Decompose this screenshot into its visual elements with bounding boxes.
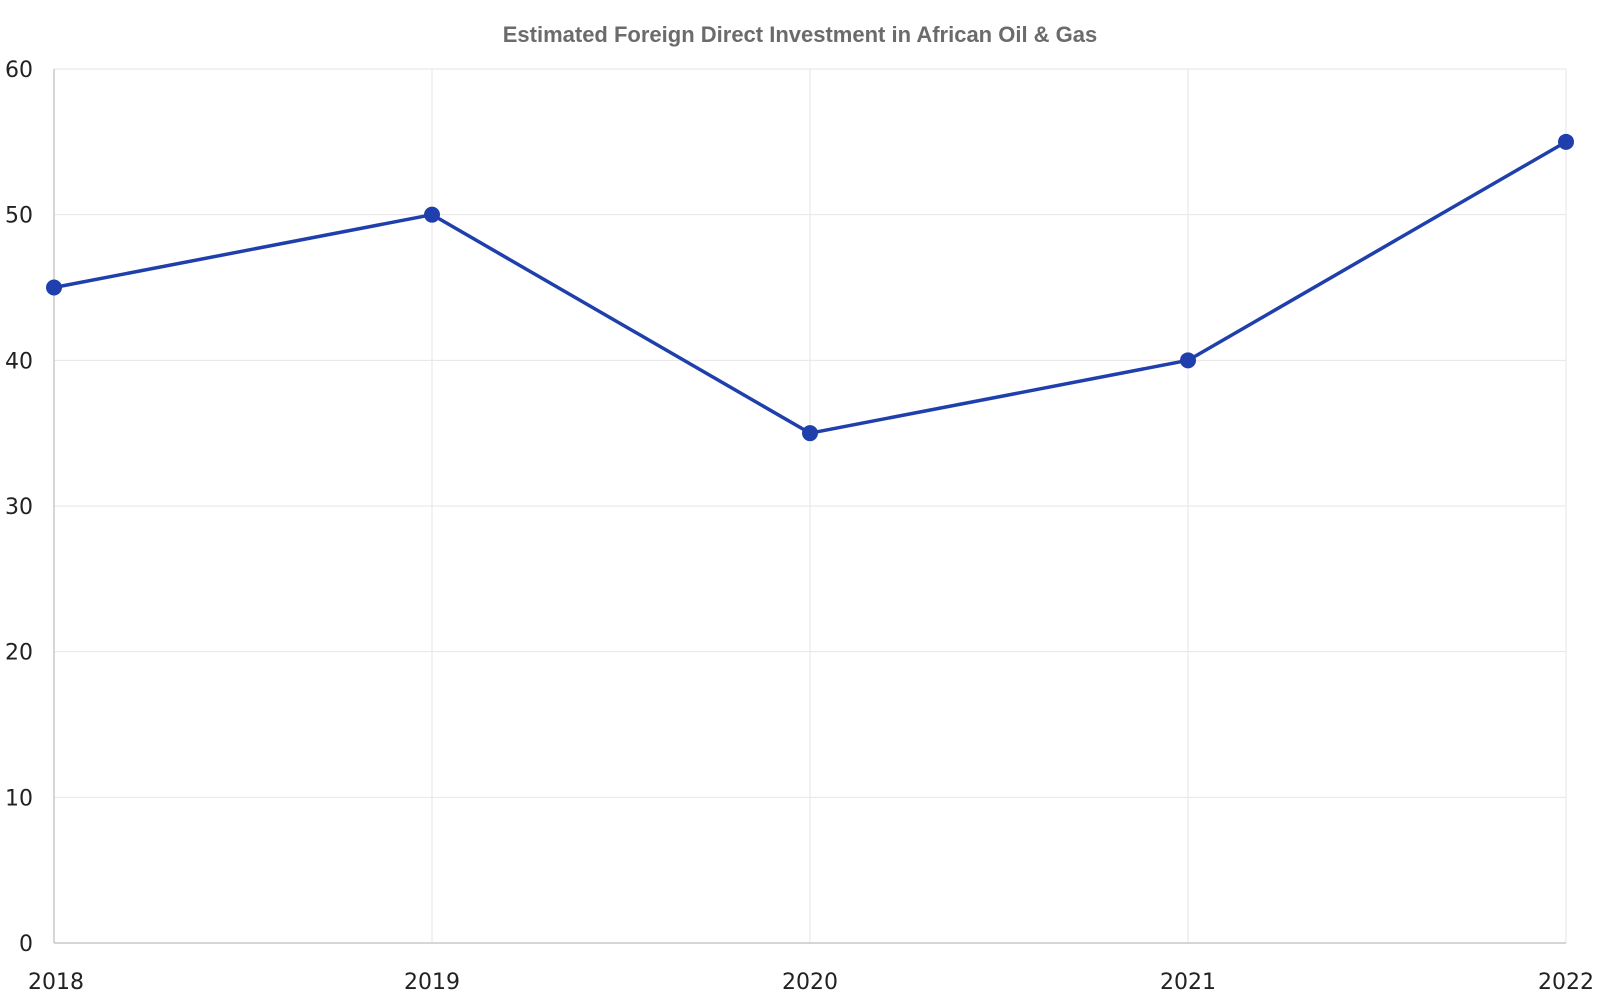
x-tick-label: 2018 bbox=[28, 970, 84, 995]
axes bbox=[53, 69, 1566, 944]
x-tick-label: 2019 bbox=[404, 970, 460, 995]
data-point bbox=[424, 206, 440, 223]
data-point bbox=[1558, 133, 1574, 150]
y-tick-label: 20 bbox=[5, 641, 33, 666]
x-tick-label: 2022 bbox=[1538, 970, 1594, 995]
x-tick-label: 2020 bbox=[782, 970, 838, 995]
y-tick-label: 10 bbox=[5, 786, 33, 811]
x-tick-label: 2021 bbox=[1160, 970, 1216, 995]
grid bbox=[54, 68, 1567, 943]
y-tick-label: 60 bbox=[5, 58, 33, 83]
chart-title: Estimated Foreign Direct Investment in A… bbox=[503, 22, 1098, 47]
data-point bbox=[802, 425, 818, 442]
y-tick-label: 40 bbox=[5, 349, 33, 374]
tick-labels: 0 10 20 30 40 50 60 2018 2019 2020 2021 2022 bbox=[5, 58, 1594, 995]
y-tick-label: 50 bbox=[5, 204, 33, 229]
y-tick-label: 30 bbox=[5, 495, 33, 520]
data-point bbox=[1180, 352, 1196, 369]
data-point bbox=[46, 279, 62, 296]
y-tick-label: 0 bbox=[19, 932, 33, 957]
series bbox=[46, 133, 1574, 442]
